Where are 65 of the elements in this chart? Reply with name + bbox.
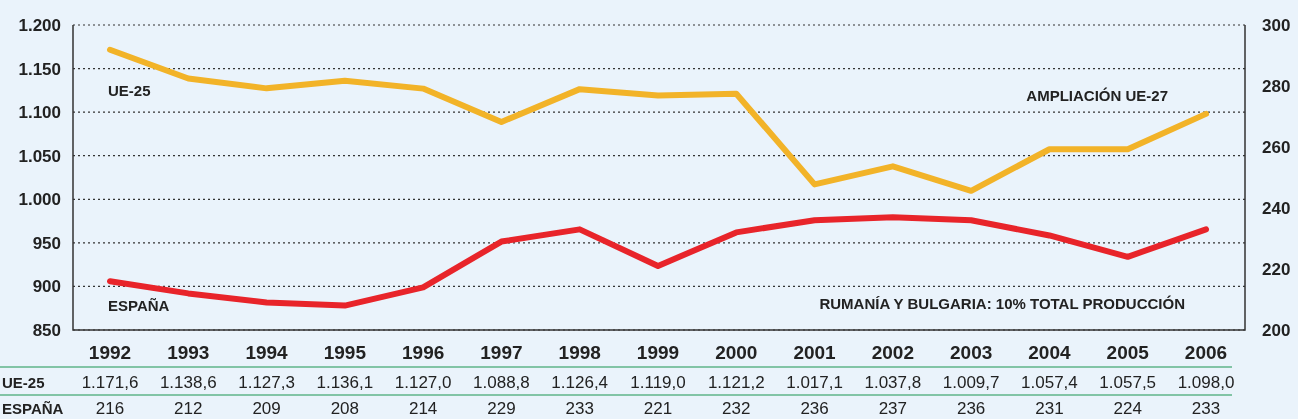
y-tick-label: 1.000 [18,190,61,210]
data-label: 1.057,4 [1021,373,1078,392]
data-label: 209 [252,399,281,418]
y2-tick-label: 260 [1262,137,1291,157]
series-label: ESPAÑA [108,297,170,314]
x-tick-label: 1996 [402,342,445,363]
x-tick-label: 1994 [245,342,289,363]
data-label: 1.127,0 [394,373,452,392]
x-tick-label: 2003 [950,342,993,363]
data-label: 1.017,1 [786,373,843,392]
data-label: 233 [565,399,594,418]
data-label: 1.009,7 [942,373,1000,392]
x-tick-label: 2005 [1106,342,1150,363]
y-tick-label: 850 [32,320,61,340]
x-tick-label: 2001 [793,342,837,363]
y2-tick-label: 200 [1262,320,1291,340]
data-label: 212 [174,399,203,418]
y2-tick-label: 300 [1262,15,1291,35]
data-label: 1.037,8 [864,373,922,392]
y-tick-label: 1.150 [18,59,61,79]
data-label: 216 [95,399,125,418]
data-label: 231 [1035,399,1064,418]
x-tick-label: 2006 [1184,342,1228,363]
data-label: 224 [1113,399,1142,418]
y-tick-label: 1.050 [18,146,61,166]
x-tick-label: 2004 [1028,342,1071,363]
x-tick-label: 1993 [167,342,210,363]
data-label: 1.127,3 [238,373,295,392]
x-tick-label: 1992 [88,342,132,363]
y-tick-label: 1.100 [18,103,61,123]
data-label: 233 [1191,399,1221,418]
data-label: 1.098,0 [1177,373,1235,392]
x-tick-label: 2000 [715,342,758,363]
text: UE-25 [2,374,45,391]
data-label: 1.171,6 [81,373,139,392]
x-tick-label: 2002 [871,342,914,363]
data-label: 1.136,1 [316,373,374,392]
data-label: 214 [408,399,438,418]
y2-tick-label: 240 [1262,198,1291,218]
data-label: 1.121,2 [707,373,765,392]
series-label: UE-25 [108,82,151,99]
data-label: 237 [878,399,908,418]
data-label: 1.057,5 [1099,373,1157,392]
x-tick-label: 1999 [636,342,680,363]
y2-tick-label: 220 [1262,259,1291,279]
data-label: 236 [800,399,829,418]
annotation: AMPLIACIÓN UE-27 [1026,87,1168,104]
x-tick-label: 1998 [558,342,601,363]
text: ESPAÑA [2,400,64,417]
data-label: 1.138,6 [159,373,217,392]
data-label: 229 [487,399,516,418]
x-tick-label: 1997 [480,342,523,363]
x-tick-label: 1995 [323,342,367,363]
data-label: 1.119,0 [630,373,686,392]
y2-tick-label: 280 [1262,76,1291,96]
y-tick-label: 1.200 [18,15,61,35]
data-label: 1.126,4 [551,373,609,392]
data-label: 208 [330,399,360,418]
data-label: 221 [643,399,673,418]
y-tick-label: 900 [32,277,61,297]
data-label: 232 [722,399,751,418]
y-tick-label: 950 [32,233,61,253]
data-label: 1.088,8 [473,373,530,392]
data-label: 236 [956,399,986,418]
annotation: RUMANÍA Y BULGARIA: 10% TOTAL PRODUCCIÓN [819,295,1185,312]
